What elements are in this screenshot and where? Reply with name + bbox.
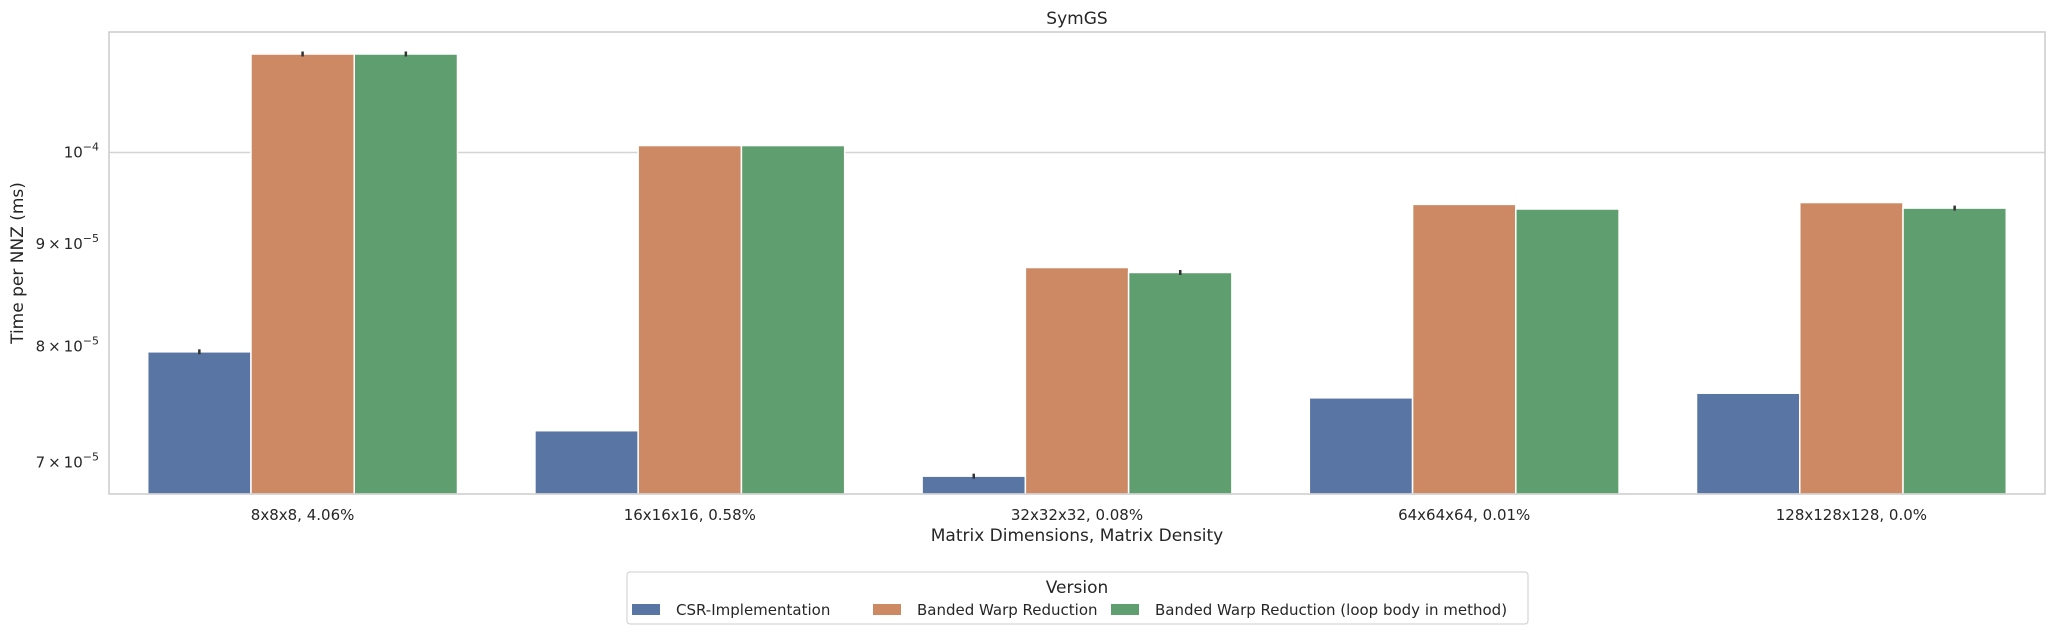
y-tick-label: 7 × 10−5 [36,450,99,471]
bar-csr-implementation-1 [534,429,639,495]
legend: Version CSR-Implementation Banded Warp Re… [626,571,1529,625]
y-tick-exponent: −5 [83,232,99,245]
y-tick-mantissa: 9 × 10 [36,235,83,253]
y-tick-exponent: −5 [83,450,99,463]
bar-banded-warp-reduction-loop-body-in-method--4 [1902,207,2008,495]
error-bars [198,51,1956,479]
bar-banded-warp-reduction-4 [1799,201,1904,495]
legend-label: Banded Warp Reduction (loop body in meth… [1155,601,1507,619]
x-tick-labels: 8x8x8, 4.06% 16x16x16, 0.58% 32x32x32, 0.0… [251,506,1927,524]
x-axis-label: Matrix Dimensions, Matrix Density [931,526,1224,546]
y-tick-label: 9 × 10−5 [36,232,99,253]
bar-banded-warp-reduction-1 [637,144,743,495]
legend-swatch [873,604,901,615]
y-tick-exponent: −5 [83,334,99,347]
bar-csr-implementation-3 [1308,397,1414,495]
bar-banded-warp-reduction-0 [250,53,355,495]
plot-frame [108,31,2046,495]
bar-csr-implementation-0 [146,351,252,495]
x-tick-label: 16x16x16, 0.58% [624,506,756,524]
legend-label: CSR-Implementation [676,601,830,619]
legend-frame [626,571,1529,625]
y-tick-mantissa: 10 [64,143,83,161]
x-tick-label: 8x8x8, 4.06% [251,506,355,524]
y-axis-label: Time per NNZ (ms) [8,182,28,345]
bar-banded-warp-reduction-2 [1024,266,1130,495]
y-tick-mantissa: 7 × 10 [36,453,83,471]
x-tick-label: 64x64x64, 0.01% [1398,506,1530,524]
bar-banded-warp-reduction-loop-body-in-method--1 [740,144,846,495]
bar-csr-implementation-4 [1695,392,1801,495]
legend-title: Version [1046,578,1109,598]
legend-items: CSR-Implementation Banded Warp Reduction B… [632,601,1507,619]
bar-banded-warp-reduction-loop-body-in-method--3 [1515,208,1620,495]
y-tick-label: 10−4 [64,140,99,161]
x-tick-label: 128x128x128, 0.0% [1776,506,1927,524]
bar-banded-warp-reduction-3 [1411,203,1517,495]
y-tick-exponent: −4 [83,140,99,153]
bar-banded-warp-reduction-loop-body-in-method--2 [1127,271,1233,495]
x-tick-label: 32x32x32, 0.08% [1011,506,1143,524]
legend-label: Banded Warp Reduction [917,601,1098,619]
bar-csr-implementation-2 [921,475,1027,495]
bar-banded-warp-reduction-loop-body-in-method--0 [353,53,459,495]
y-tick-label: 8 × 10−5 [36,334,99,355]
y-tick-mantissa: 8 × 10 [36,337,83,355]
legend-swatch [1111,604,1139,615]
chart-title: SymGS [1046,9,1107,29]
y-tick-labels: 7 × 10−58 × 10−59 × 10−510−4 [36,140,99,471]
legend-swatch [632,604,660,615]
bars [146,53,2008,495]
